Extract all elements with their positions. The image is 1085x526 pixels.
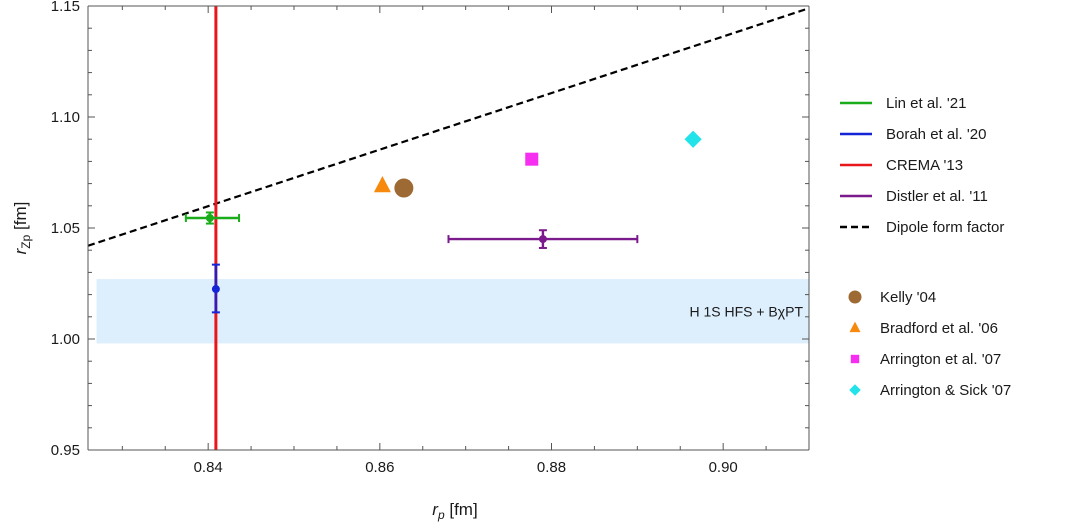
error-point-1	[211, 263, 220, 314]
legend-label: Arrington & Sick '07	[880, 382, 1011, 399]
legend-label: Dipole form factor	[886, 219, 1004, 236]
band-label: H 1S HFS + BχPT	[689, 303, 803, 319]
marker-1	[373, 176, 391, 193]
legend-item-marker-3: Arrington & Sick '07	[849, 382, 1011, 399]
x-tick-label: 0.84	[194, 459, 223, 476]
y-tick-label: 0.95	[51, 442, 80, 459]
data-point	[538, 235, 547, 244]
y-axis-label: rZp [fm]	[11, 202, 33, 255]
legend-item-marker-0: Kelly '04	[848, 289, 936, 306]
legend-label: Lin et al. '21	[886, 95, 966, 112]
marker-3	[684, 130, 702, 148]
x-axis-label: rp [fm]	[432, 500, 477, 522]
error-point-0	[184, 211, 241, 225]
legend-marker	[850, 354, 860, 364]
legend-item-line-1: Borah et al. '20	[840, 126, 986, 143]
legend-item-line-3: Distler et al. '11	[840, 188, 988, 205]
x-tick-label: 0.88	[537, 459, 566, 476]
dipole-line	[88, 7, 809, 247]
plot-area: H 1S HFS + BχPT	[88, 6, 809, 450]
legend-label: Bradford et al. '06	[880, 320, 998, 337]
y-tick-label: 1.10	[51, 109, 80, 126]
marker-0	[394, 178, 414, 198]
y-tick-label: 1.15	[51, 0, 80, 15]
legend-item-line-4: Dipole form factor	[840, 219, 1004, 236]
legend-label: Arrington et al. '07	[880, 351, 1001, 368]
plot-contents	[88, 6, 809, 450]
x-tick-label: 0.90	[709, 459, 738, 476]
x-tick-label: 0.86	[365, 459, 394, 476]
legend-item-marker-1: Bradford et al. '06	[849, 320, 998, 337]
legend-item-line-0: Lin et al. '21	[840, 95, 966, 112]
legend-marker	[848, 290, 862, 304]
data-point	[211, 285, 220, 294]
legend-label: Borah et al. '20	[886, 126, 986, 143]
axes: 0.84 0.86 0.88 0.90 0.95 1.00 1.05 1.10 1.15	[51, 0, 810, 476]
y-tick-label: 1.00	[51, 331, 80, 348]
marker-2	[525, 152, 539, 166]
y-tick-label: 1.05	[51, 220, 80, 237]
legend-label: Kelly '04	[880, 289, 936, 306]
data-point	[205, 214, 214, 223]
legend-item-marker-2: Arrington et al. '07	[850, 351, 1001, 368]
legend-label: CREMA '13	[886, 157, 963, 174]
error-point-2	[447, 229, 639, 249]
legend-label: Distler et al. '11	[886, 188, 988, 205]
legend-marker	[849, 384, 861, 396]
legend-item-line-2: CREMA '13	[840, 157, 963, 174]
legend-marker	[849, 321, 861, 333]
legend: Lin et al. '21 Borah et al. '20 CREMA '13 D…	[840, 95, 1011, 399]
